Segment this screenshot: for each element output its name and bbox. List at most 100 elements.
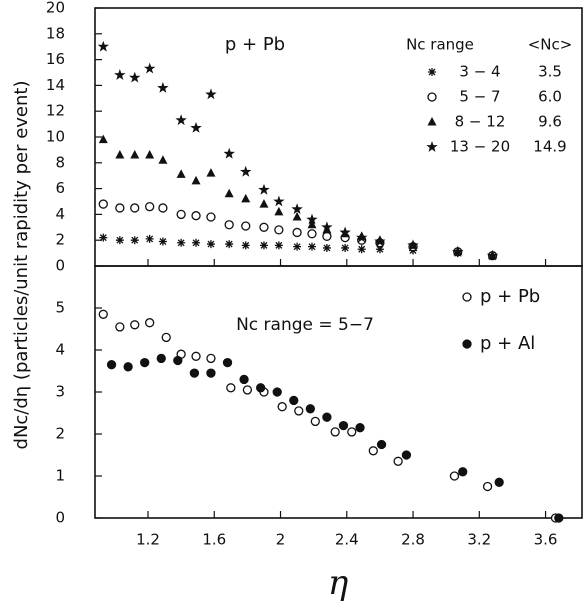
point xyxy=(145,202,155,212)
point xyxy=(274,241,283,250)
x-tick-label: 3.2 xyxy=(467,531,491,549)
point xyxy=(191,351,201,361)
legend-mean: 9.6 xyxy=(538,113,562,131)
point xyxy=(458,467,468,477)
point xyxy=(175,114,187,126)
y-tick-label: 0 xyxy=(55,257,65,275)
point xyxy=(305,404,315,414)
point xyxy=(192,238,201,247)
point xyxy=(255,383,266,393)
point xyxy=(292,227,302,238)
point xyxy=(368,446,378,456)
point xyxy=(322,243,331,252)
x-tick-label: 2.8 xyxy=(401,531,425,549)
y-tick-label: 8 xyxy=(55,153,65,171)
point xyxy=(407,239,419,251)
point xyxy=(293,242,302,251)
y-tick-label: 1 xyxy=(55,467,65,485)
point xyxy=(241,193,251,203)
legend-marker xyxy=(427,117,437,126)
point xyxy=(115,322,125,332)
point xyxy=(130,203,140,213)
legend-label: 8 − 12 xyxy=(455,113,506,131)
legend-marker xyxy=(428,68,436,76)
y-tick-label: 18 xyxy=(46,24,65,42)
point xyxy=(225,240,234,249)
point xyxy=(157,82,169,93)
point xyxy=(115,236,124,245)
point xyxy=(130,150,140,159)
point xyxy=(206,368,216,378)
point xyxy=(357,245,366,254)
legend-label: 5 − 7 xyxy=(459,88,500,106)
point xyxy=(274,225,284,235)
point xyxy=(130,320,140,330)
y-tick-label: 4 xyxy=(55,341,65,359)
x-tick-label: 1.6 xyxy=(202,531,226,549)
point xyxy=(130,236,139,245)
legend-mean: 6.0 xyxy=(538,88,562,106)
point xyxy=(191,211,201,221)
point xyxy=(291,203,303,215)
point xyxy=(222,357,233,368)
legend-marker xyxy=(427,92,437,102)
y-tick-label: 10 xyxy=(46,128,65,146)
point xyxy=(98,199,108,209)
point xyxy=(401,450,412,460)
point xyxy=(273,195,285,207)
point xyxy=(129,71,141,83)
point xyxy=(306,213,318,225)
point xyxy=(294,406,304,416)
point xyxy=(259,222,269,232)
point xyxy=(274,206,284,216)
point xyxy=(145,234,154,243)
point xyxy=(322,412,332,422)
point xyxy=(376,439,387,450)
point xyxy=(258,183,270,195)
point xyxy=(206,240,215,249)
point xyxy=(339,226,351,238)
point xyxy=(144,62,156,74)
point xyxy=(452,245,464,257)
annotation: p + Pb xyxy=(225,34,285,55)
legend-marker xyxy=(462,292,472,302)
point xyxy=(158,237,167,246)
legend-label: p + Al xyxy=(480,333,535,354)
point xyxy=(338,420,349,431)
point xyxy=(347,427,357,437)
point xyxy=(322,231,332,241)
point xyxy=(224,220,234,230)
y-tick-label: 2 xyxy=(55,425,65,443)
point xyxy=(206,168,216,177)
point xyxy=(115,203,125,213)
y-tick-label: 12 xyxy=(46,102,65,120)
point xyxy=(356,231,368,243)
point xyxy=(259,241,268,250)
y-tick-label: 6 xyxy=(55,179,65,197)
point xyxy=(206,212,216,222)
point xyxy=(98,134,108,144)
y-tick-label: 2 xyxy=(55,231,65,249)
point xyxy=(205,88,217,100)
point xyxy=(307,229,317,239)
point xyxy=(486,249,499,261)
point xyxy=(177,238,186,247)
x-tick-label: 3.6 xyxy=(534,531,558,549)
y-tick-label: 14 xyxy=(46,76,65,94)
legend-label: 13 − 20 xyxy=(450,138,510,156)
legend-mean: 3.5 xyxy=(538,63,562,81)
point xyxy=(190,122,202,133)
point xyxy=(115,150,125,159)
x-tick-label: 1.2 xyxy=(136,531,160,549)
y-tick-label: 4 xyxy=(55,205,65,223)
point xyxy=(145,318,155,328)
point xyxy=(145,150,155,159)
point xyxy=(226,383,236,393)
point xyxy=(341,243,350,252)
point xyxy=(494,477,504,487)
point xyxy=(240,165,252,177)
point xyxy=(98,309,108,319)
legend-marker xyxy=(426,141,438,152)
point xyxy=(97,40,109,52)
legend-mean-title: <Nc> xyxy=(528,36,573,54)
